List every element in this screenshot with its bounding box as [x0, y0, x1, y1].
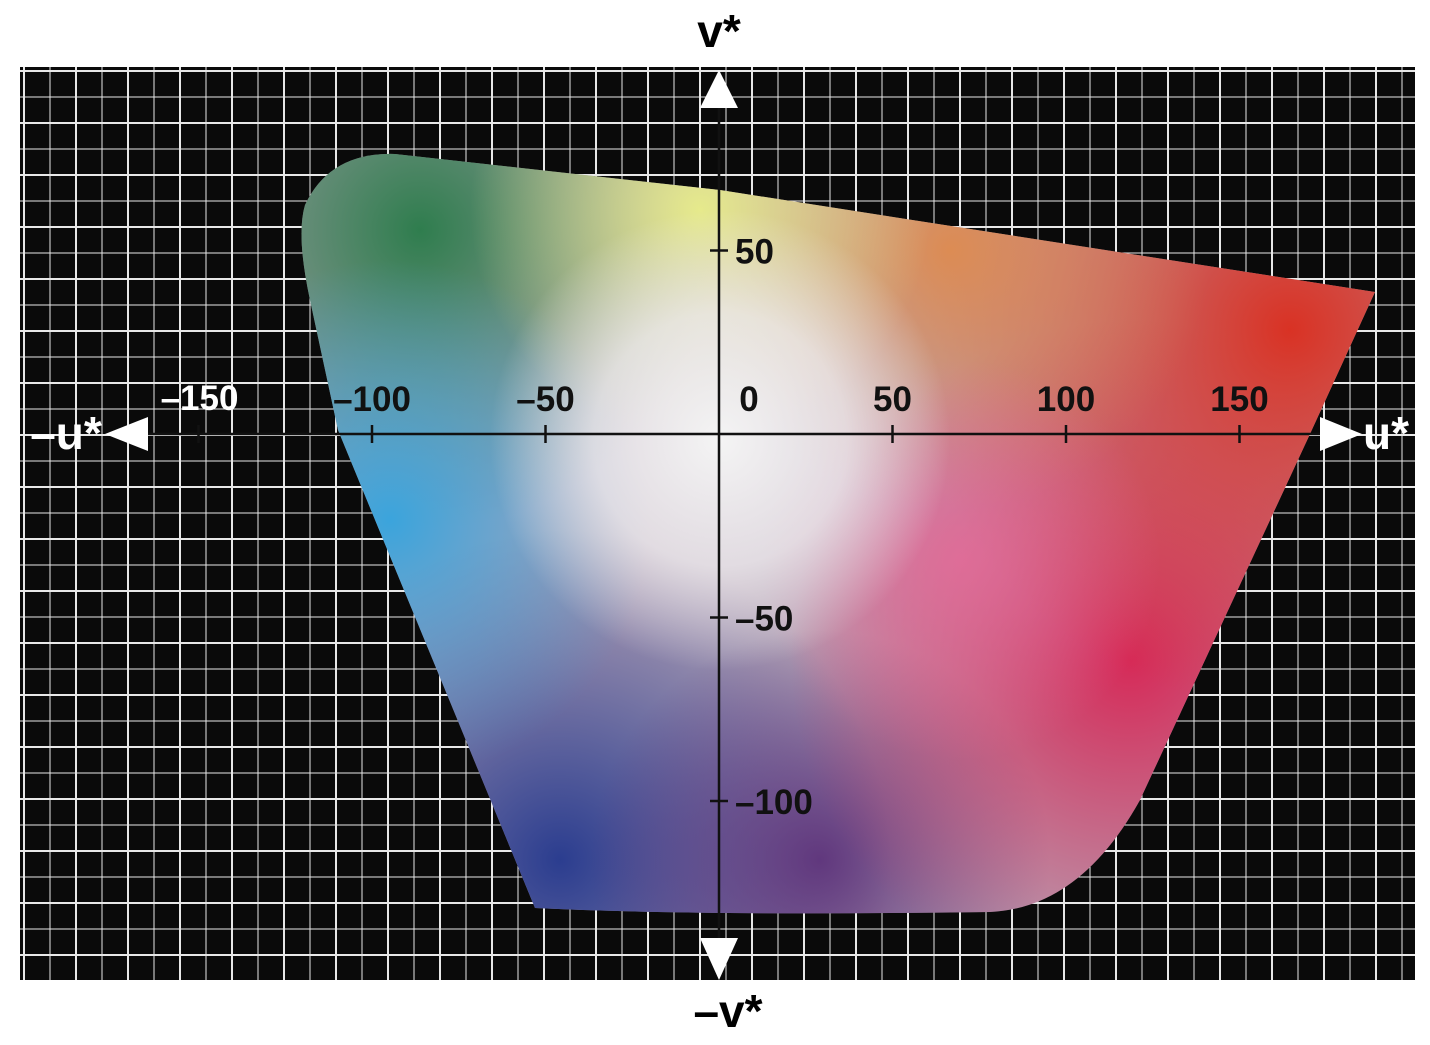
v-tick-labels: 50 –50 –100 [735, 233, 813, 823]
v-tick-marks [710, 249, 728, 803]
v-axis-up-arrow-icon [700, 70, 738, 108]
v-tick-label: –50 [735, 600, 793, 639]
neg-v-axis-label: –v* [693, 985, 762, 1037]
v-axis-down-arrow-icon [700, 938, 738, 980]
pos-v-axis-label: v* [697, 5, 741, 57]
u-tick-label: –100 [333, 380, 411, 419]
pos-u-axis-label: u* [1363, 407, 1409, 459]
u-tick-label: 150 [1210, 380, 1268, 419]
u-tick-label: –50 [516, 380, 574, 419]
u-tick-label: –150 [161, 379, 239, 418]
u-tick-label: 100 [1037, 380, 1095, 419]
v-tick-label: 50 [735, 233, 774, 272]
u-tick-label: 50 [873, 380, 912, 419]
u-axis-right-arrow-icon [1320, 417, 1362, 451]
u-tick-labels: –150 –100 –50 0 50 100 150 [161, 379, 1269, 419]
u-axis-left-arrow-icon [105, 417, 148, 451]
u-tick-label: 0 [739, 380, 758, 419]
neg-u-axis-label: –u* [30, 407, 102, 459]
v-tick-label: –100 [735, 783, 813, 822]
u-tick-marks [197, 425, 1241, 443]
